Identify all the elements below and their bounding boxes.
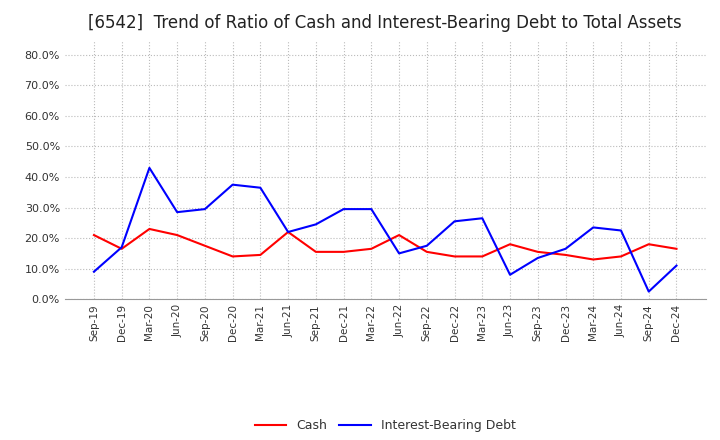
Interest-Bearing Debt: [201, 206, 210, 212]
Cash: [616, 254, 625, 259]
Line: Interest-Bearing Debt: Interest-Bearing Debt: [94, 168, 677, 292]
Cash: [395, 232, 403, 238]
Cash: [256, 252, 265, 257]
Cash: [145, 226, 154, 231]
Interest-Bearing Debt: [478, 216, 487, 221]
Interest-Bearing Debt: [395, 251, 403, 256]
Cash: [561, 252, 570, 257]
Cash: [534, 249, 542, 254]
Interest-Bearing Debt: [256, 185, 265, 191]
Interest-Bearing Debt: [561, 246, 570, 251]
Cash: [367, 246, 376, 251]
Interest-Bearing Debt: [644, 289, 653, 294]
Cash: [589, 257, 598, 262]
Cash: [450, 254, 459, 259]
Interest-Bearing Debt: [117, 245, 126, 250]
Cash: [117, 246, 126, 251]
Interest-Bearing Debt: [312, 222, 320, 227]
Interest-Bearing Debt: [423, 243, 431, 249]
Cash: [173, 232, 181, 238]
Cash: [312, 249, 320, 254]
Legend: Cash, Interest-Bearing Debt: Cash, Interest-Bearing Debt: [250, 414, 521, 437]
Line: Cash: Cash: [94, 229, 677, 260]
Interest-Bearing Debt: [505, 272, 514, 277]
Interest-Bearing Debt: [89, 269, 98, 275]
Title: [6542]  Trend of Ratio of Cash and Interest-Bearing Debt to Total Assets: [6542] Trend of Ratio of Cash and Intere…: [89, 15, 682, 33]
Interest-Bearing Debt: [672, 263, 681, 268]
Cash: [201, 243, 210, 249]
Interest-Bearing Debt: [367, 206, 376, 212]
Cash: [505, 242, 514, 247]
Cash: [672, 246, 681, 251]
Cash: [339, 249, 348, 254]
Cash: [228, 254, 237, 259]
Interest-Bearing Debt: [173, 209, 181, 215]
Interest-Bearing Debt: [228, 182, 237, 187]
Interest-Bearing Debt: [450, 219, 459, 224]
Interest-Bearing Debt: [339, 206, 348, 212]
Cash: [284, 229, 292, 235]
Interest-Bearing Debt: [589, 225, 598, 230]
Interest-Bearing Debt: [284, 229, 292, 235]
Cash: [89, 232, 98, 238]
Interest-Bearing Debt: [616, 228, 625, 233]
Interest-Bearing Debt: [534, 255, 542, 260]
Cash: [478, 254, 487, 259]
Cash: [423, 249, 431, 254]
Interest-Bearing Debt: [145, 165, 154, 171]
Cash: [644, 242, 653, 247]
